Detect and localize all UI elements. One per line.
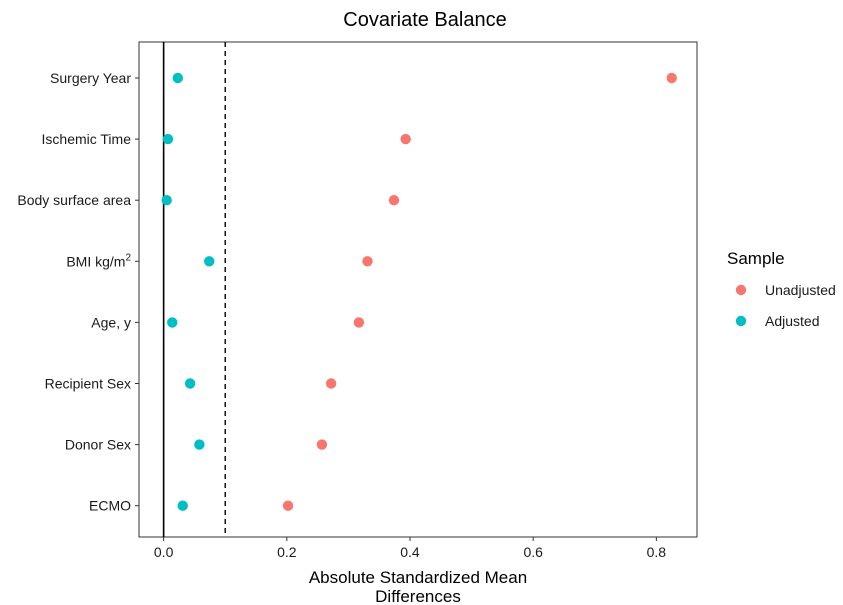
point-adjusted-6 (194, 439, 205, 450)
y-tick-label: ECMO (89, 498, 131, 514)
x-tick-label: 0.4 (400, 544, 420, 560)
y-axis-ticks: Surgery Year Ischemic Time Body surface ar… (17, 70, 139, 514)
point-adjusted-1 (162, 133, 174, 145)
x-axis-label-line-1: Absolute Standardized Mean (309, 568, 527, 587)
y-tick-label: BMI kg/m2 (66, 252, 131, 269)
y-tick-label: Body surface area (17, 192, 131, 208)
legend-label-adjusted: Adjusted (765, 313, 819, 329)
legend-key-unadjusted (735, 284, 747, 296)
data-points (161, 72, 677, 511)
point-unadjusted-4 (353, 317, 365, 328)
plot-panel (138, 41, 698, 538)
x-axis-label-line-2: Differences (375, 587, 461, 605)
point-unadjusted-2 (388, 195, 400, 206)
x-tick-label: 0.2 (277, 544, 297, 560)
y-tick-label: Donor Sex (65, 437, 131, 453)
point-adjusted-3 (204, 256, 215, 267)
x-tick-label: 0.6 (523, 544, 543, 560)
x-axis-ticks: 0.0 0.2 0.4 0.6 0.8 (154, 537, 666, 560)
point-adjusted-7 (177, 500, 188, 511)
x-tick-label: 0.8 (647, 544, 667, 560)
point-unadjusted-3 (362, 256, 373, 267)
y-tick-label: Ischemic Time (42, 131, 132, 147)
legend: Sample Unadjusted Adjusted (727, 249, 836, 329)
point-unadjusted-7 (282, 500, 294, 511)
point-unadjusted-0 (666, 72, 677, 84)
chart-title: Covariate Balance (343, 9, 506, 31)
legend-title: Sample (727, 249, 785, 268)
y-tick-label: Surgery Year (50, 70, 131, 86)
reference-lines (162, 42, 226, 537)
y-tick-label: Recipient Sex (45, 376, 131, 392)
x-tick-label: 0.0 (154, 544, 174, 560)
legend-label-unadjusted: Unadjusted (765, 282, 836, 298)
point-unadjusted-6 (316, 439, 328, 450)
point-adjusted-0 (172, 72, 184, 84)
superscript: 2 (125, 252, 131, 263)
point-unadjusted-1 (400, 133, 411, 145)
point-adjusted-2 (161, 195, 172, 206)
y-tick-label: Age, y (91, 314, 131, 330)
point-adjusted-5 (184, 378, 196, 389)
point-unadjusted-5 (325, 378, 337, 389)
point-adjusted-4 (167, 317, 178, 328)
legend-key-adjusted (735, 315, 747, 327)
